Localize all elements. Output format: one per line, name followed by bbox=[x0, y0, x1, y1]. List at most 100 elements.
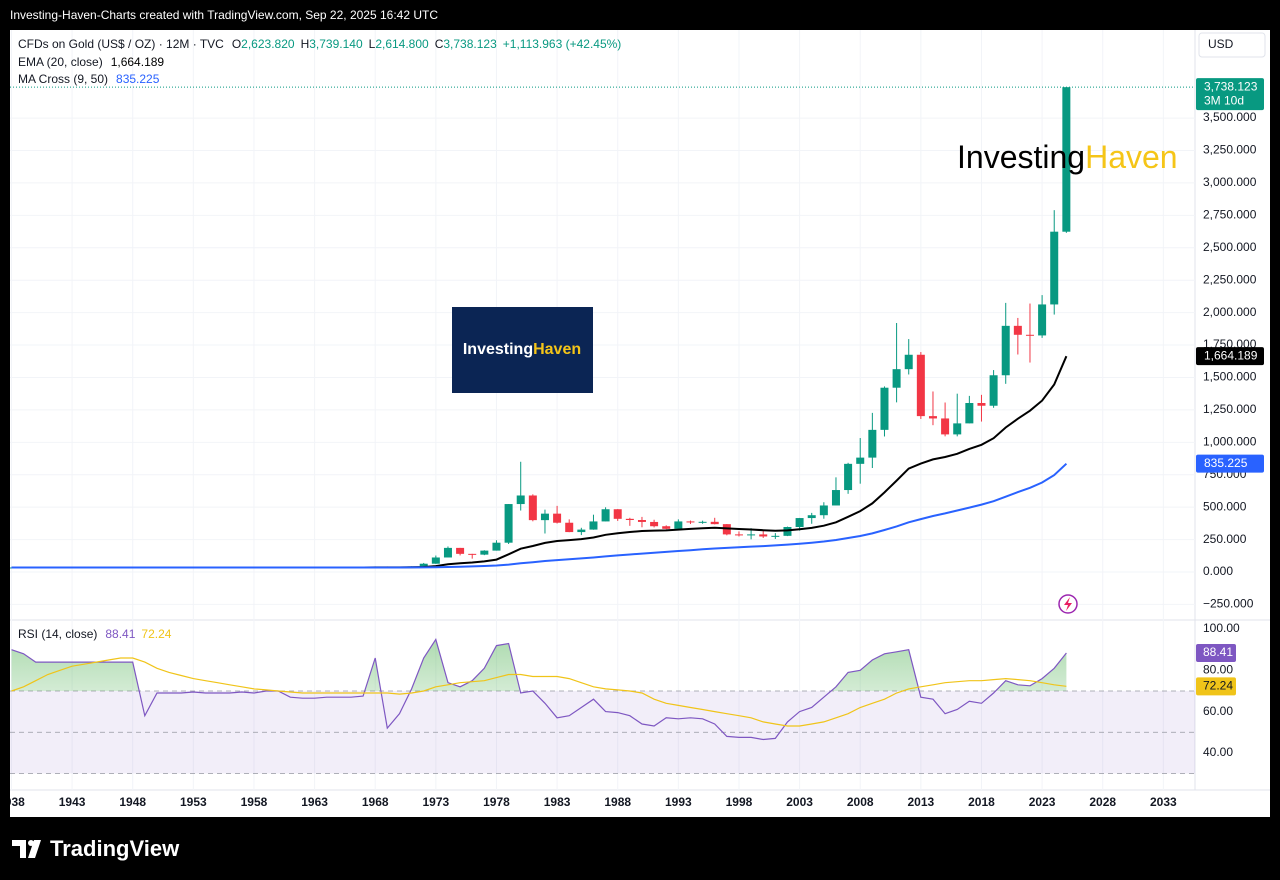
grid bbox=[10, 30, 1195, 790]
close-badge bbox=[1196, 78, 1264, 111]
value-badge bbox=[1196, 347, 1264, 366]
logo-box-text: InvestingHaven bbox=[463, 341, 581, 358]
icon-bolt bbox=[1064, 597, 1072, 611]
y-tick-label: 2,750.000 bbox=[1203, 208, 1257, 222]
symbol-name: CFDs on Gold (US$ / OZ) · 12M · TVC bbox=[18, 37, 224, 51]
y-tick-label: 3,500.000 bbox=[1203, 110, 1257, 124]
ema-legend: EMA (20, close) 1,664.189 bbox=[18, 55, 164, 69]
candle-body bbox=[734, 534, 743, 536]
x-tick-label: 1983 bbox=[544, 795, 571, 809]
rsi-tick-label: 60.00 bbox=[1203, 704, 1233, 718]
y-tick-label: 3,250.000 bbox=[1203, 143, 1257, 157]
ohlc-label: O bbox=[232, 37, 241, 51]
candle-body bbox=[528, 495, 537, 521]
y-tick-label: 1,500.000 bbox=[1203, 370, 1257, 384]
x-tick-label: 1963 bbox=[301, 795, 328, 809]
candle-body bbox=[625, 518, 634, 521]
candle-body bbox=[516, 495, 525, 505]
candle-body bbox=[553, 513, 562, 523]
legend-value: 88.41 bbox=[105, 627, 135, 641]
legend-value: 72.24 bbox=[141, 627, 171, 641]
logo-right: Haven bbox=[1085, 139, 1178, 175]
candle-body bbox=[662, 526, 671, 529]
rsi-tick-label: 100.00 bbox=[1203, 621, 1240, 635]
ohlc-label: L bbox=[369, 37, 376, 51]
footer-text: TradingView bbox=[50, 836, 180, 861]
candle-body bbox=[1013, 325, 1022, 335]
x-tick-label: 2028 bbox=[1089, 795, 1116, 809]
x-tick-label: 1978 bbox=[483, 795, 510, 809]
candle-body bbox=[831, 490, 840, 506]
candle-body bbox=[856, 457, 865, 464]
tv-glyph-dot bbox=[28, 840, 34, 846]
price-marks bbox=[10, 86, 1195, 569]
currency-label[interactable]: USD bbox=[1208, 37, 1234, 51]
overbought-fill bbox=[11, 639, 1067, 691]
x-tick-label: 1938 bbox=[0, 795, 25, 809]
page-header: Investing-Haven-Charts created with Trad… bbox=[10, 8, 438, 22]
candle-body bbox=[698, 521, 707, 523]
y-tick-label: 0.000 bbox=[1203, 564, 1233, 578]
candle-body bbox=[1038, 304, 1047, 336]
candle-body bbox=[650, 521, 659, 527]
candle-body bbox=[771, 535, 780, 537]
value-badge bbox=[1196, 677, 1236, 696]
candle-body bbox=[868, 429, 877, 458]
logo-left: Investing bbox=[957, 139, 1085, 175]
candle-body bbox=[1001, 325, 1010, 376]
x-tick-label: 1948 bbox=[119, 795, 146, 809]
x-tick-label: 1988 bbox=[604, 795, 631, 809]
candle-body bbox=[419, 563, 428, 567]
candle-body bbox=[1062, 87, 1071, 232]
candle-body bbox=[904, 354, 913, 370]
ohlc-value: 3,738.123 bbox=[443, 37, 497, 51]
close-badge-label: 3,738.123 bbox=[1204, 79, 1258, 93]
candle-body bbox=[747, 534, 756, 536]
badge-label: 88.41 bbox=[1203, 645, 1233, 659]
x-tick-label: 1973 bbox=[422, 795, 449, 809]
candle-body bbox=[613, 509, 622, 519]
badge-label: 835.225 bbox=[1204, 456, 1248, 470]
x-tick-label: 2018 bbox=[968, 795, 995, 809]
candle-body bbox=[1050, 231, 1059, 305]
candle-body bbox=[953, 423, 962, 435]
y-tick-label: −250.000 bbox=[1203, 597, 1254, 611]
candle-body bbox=[710, 521, 719, 525]
ohlc-value: 2,623.820 bbox=[241, 37, 295, 51]
price-axis: −250.0000.000250.000500.000750.0001,000.… bbox=[1196, 78, 1264, 759]
candle-body bbox=[928, 416, 937, 419]
x-tick-label: 2013 bbox=[907, 795, 934, 809]
change-value: +1,113.963 (+42.45%) bbox=[503, 37, 622, 51]
candle-body bbox=[589, 521, 598, 530]
candle-body bbox=[504, 504, 513, 543]
candle-body bbox=[480, 550, 489, 555]
value-badge bbox=[1196, 454, 1264, 473]
lightning-icon bbox=[1058, 594, 1078, 614]
rsi-line bbox=[11, 637, 1067, 741]
ma-legend: MA Cross (9, 50) 835.225 bbox=[18, 72, 160, 86]
x-tick-label: 1998 bbox=[726, 795, 753, 809]
rsi-tick-label: 80.00 bbox=[1203, 663, 1233, 677]
x-tick-label: 2003 bbox=[786, 795, 813, 809]
rsi-marks bbox=[11, 637, 1067, 741]
candle-body bbox=[844, 463, 853, 491]
candle-body bbox=[431, 557, 440, 564]
candle-body bbox=[637, 520, 646, 522]
watermark: InvestingHaven bbox=[957, 139, 1178, 175]
legend-value: 835.225 bbox=[116, 72, 160, 86]
countdown-label: 3M 10d bbox=[1204, 93, 1244, 107]
candle-body bbox=[1025, 334, 1034, 336]
candle-body bbox=[456, 547, 465, 554]
y-tick-label: 250.000 bbox=[1203, 532, 1247, 546]
x-tick-label: 1958 bbox=[241, 795, 268, 809]
logo-box bbox=[452, 307, 593, 393]
logo-right: Haven bbox=[533, 341, 581, 358]
x-tick-label: 1943 bbox=[59, 795, 86, 809]
ohlc-value: 2,614.800 bbox=[375, 37, 429, 51]
currency-button[interactable] bbox=[1198, 32, 1266, 58]
legend-name: MA Cross (9, 50) bbox=[18, 72, 108, 86]
candle-body bbox=[965, 403, 974, 424]
candle-body bbox=[601, 509, 610, 522]
candle-body bbox=[443, 547, 452, 558]
